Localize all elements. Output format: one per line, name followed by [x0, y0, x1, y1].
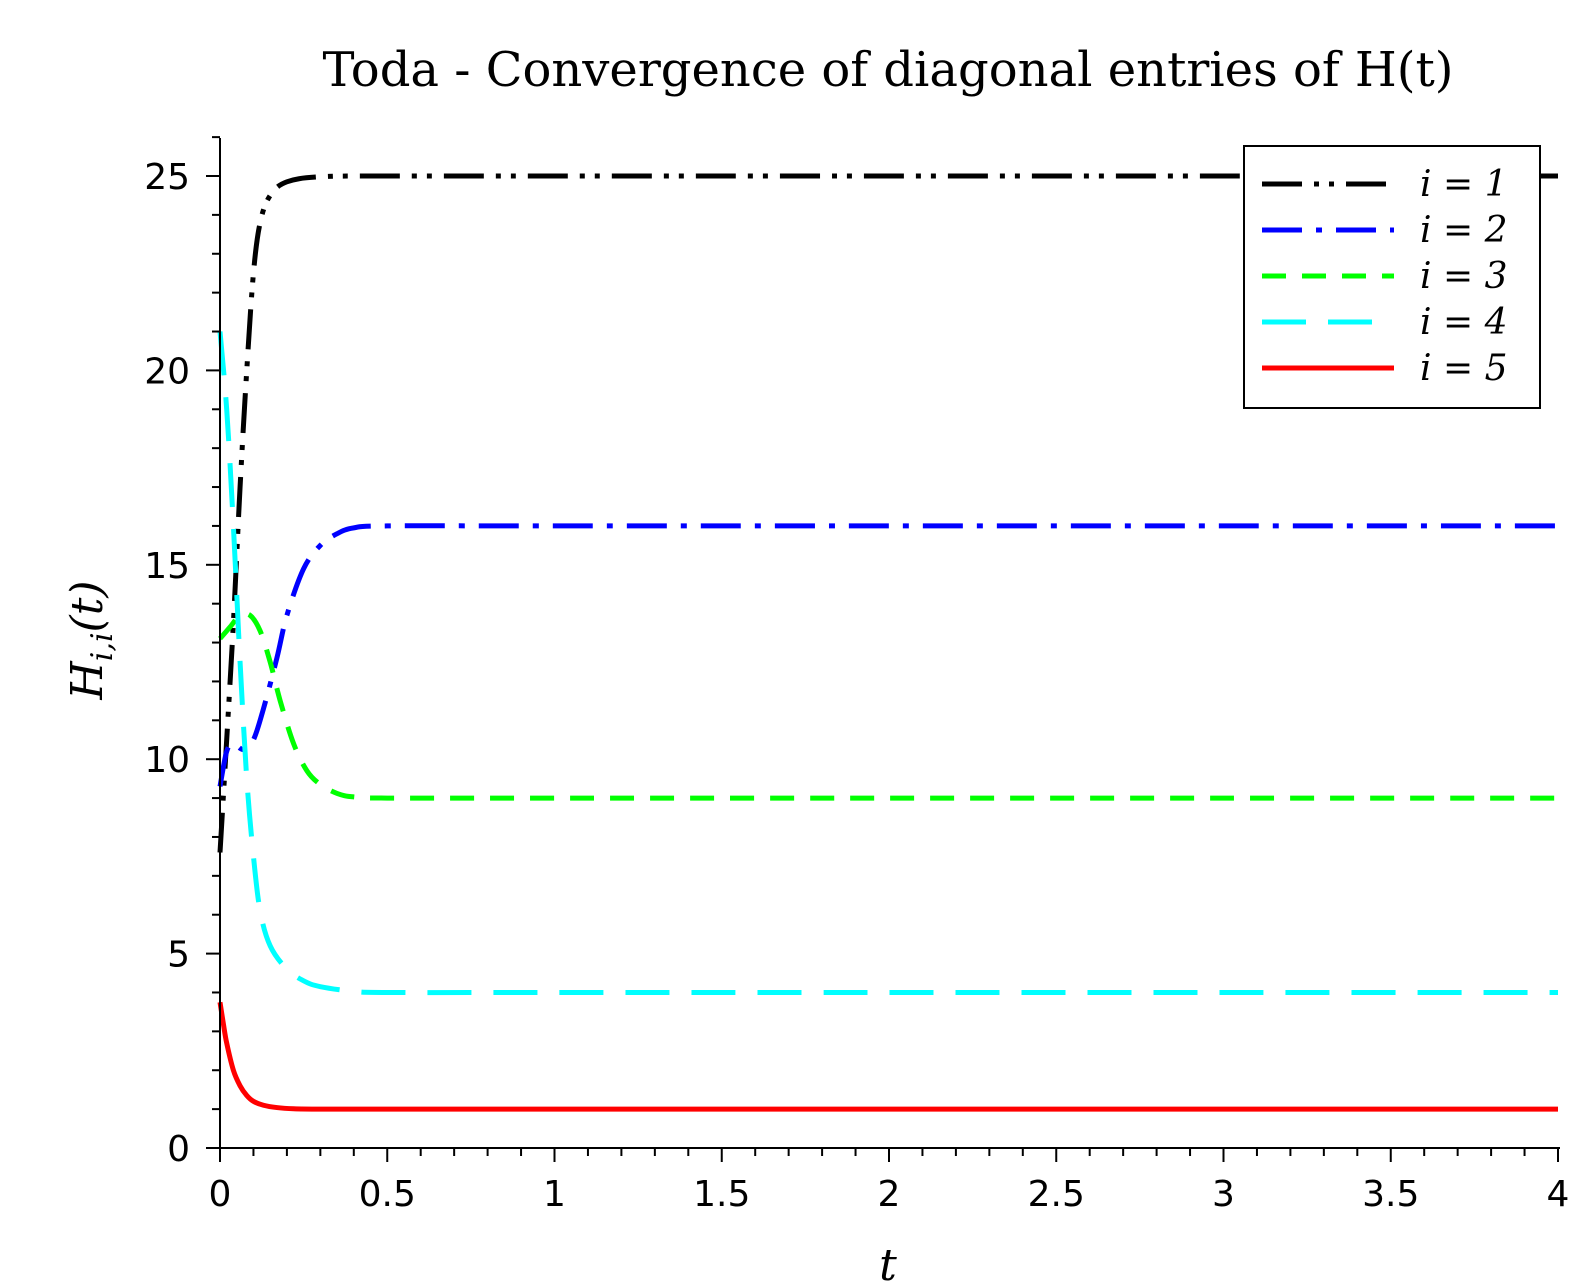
- y-tick-label: 10: [144, 740, 190, 781]
- legend-label-4: i = 4: [1420, 302, 1507, 343]
- x-tick-label: 4: [1547, 1174, 1570, 1215]
- y-tick-label: 25: [144, 157, 190, 198]
- legend-label-1: i = 1: [1420, 164, 1507, 205]
- x-tick-label: 3: [1212, 1174, 1235, 1215]
- y-tick-label: 15: [144, 546, 190, 587]
- chart-title: Toda - Convergence of diagonal entries o…: [323, 42, 1454, 98]
- x-tick-label: 1.5: [693, 1174, 750, 1215]
- x-tick-label: 3.5: [1362, 1174, 1419, 1215]
- y-axis-label: Hi,i(t): [62, 580, 120, 700]
- y-ticks: 0 5 10 15 20 25: [144, 136, 220, 1170]
- legend-label-5: i = 5: [1420, 348, 1507, 389]
- series-line-5: [217, 1001, 1558, 1112]
- series-line-2: [217, 523, 1558, 787]
- legend-label-2: i = 2: [1420, 210, 1507, 251]
- x-axis-label: t: [879, 1240, 897, 1285]
- legend-label-3: i = 3: [1420, 256, 1507, 297]
- y-tick-label: 5: [167, 935, 190, 976]
- series-line-3: [218, 611, 1558, 801]
- y-tick-label: 20: [144, 351, 190, 392]
- x-tick-label: 2.5: [1028, 1174, 1085, 1215]
- y-tick-label: 0: [167, 1129, 190, 1170]
- x-tick-label: 1: [543, 1174, 566, 1215]
- legend: i = 1 i = 2 i = 3 i = 4 i = 5: [1243, 145, 1541, 409]
- plot-lines: [217, 173, 1558, 1112]
- x-ticks: 0 0.5 1 1.5 2 2.5 3 3.5 4: [209, 1148, 1570, 1215]
- x-tick-label: 2: [878, 1174, 901, 1215]
- x-tick-label: 0: [209, 1174, 232, 1215]
- series-line-4: [217, 331, 1558, 996]
- x-tick-label: 0.5: [359, 1174, 416, 1215]
